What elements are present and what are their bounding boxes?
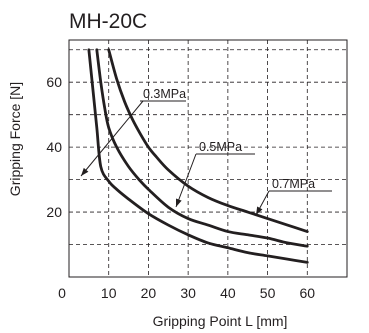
y-tick-label: 20 bbox=[46, 204, 62, 220]
series-line-0-5mpa bbox=[95, 48, 309, 248]
y-tick-label: 60 bbox=[46, 74, 62, 90]
x-axis-ticks: 0 10 20 30 40 50 60 bbox=[58, 285, 315, 301]
x-tick-label: 10 bbox=[101, 285, 117, 301]
annotation-label: 0.3MPa bbox=[143, 87, 186, 101]
y-tick-label: 40 bbox=[46, 139, 62, 155]
chart-title: MH-20C bbox=[69, 10, 147, 33]
x-tick-label: 20 bbox=[141, 285, 157, 301]
annotation-0-3mpa: 0.3MPa bbox=[80, 87, 186, 177]
series-curves bbox=[87, 48, 309, 264]
series-annotations: 0.3MPa 0.5MPa 0.7MPa bbox=[80, 87, 332, 216]
annotation-label: 0.5MPa bbox=[199, 140, 242, 154]
annotation-arrowhead bbox=[81, 167, 89, 176]
annotation-0-7mpa: 0.7MPa bbox=[255, 177, 332, 216]
y-axis-ticks: 20 40 60 bbox=[46, 74, 62, 220]
annotation-label: 0.7MPa bbox=[272, 177, 315, 191]
x-tick-label: 50 bbox=[260, 285, 276, 301]
x-tick-label: 0 bbox=[58, 285, 66, 301]
x-tick-label: 40 bbox=[220, 285, 236, 301]
annotation-leader-line bbox=[80, 100, 144, 177]
x-tick-label: 60 bbox=[299, 285, 315, 301]
x-tick-label: 30 bbox=[180, 285, 196, 301]
y-axis-title: Gripping Force [N] bbox=[7, 82, 23, 196]
series-line-0-3mpa bbox=[87, 48, 309, 264]
annotation-arrowhead bbox=[256, 206, 263, 215]
x-axis-title: Gripping Point L [mm] bbox=[153, 313, 288, 329]
plot-frame bbox=[68, 39, 348, 278]
annotation-leader-line bbox=[175, 153, 197, 208]
annotation-arrowhead bbox=[176, 198, 182, 207]
series-line-0-7mpa bbox=[107, 48, 309, 233]
annotation-0-5mpa: 0.5MPa bbox=[175, 140, 255, 208]
